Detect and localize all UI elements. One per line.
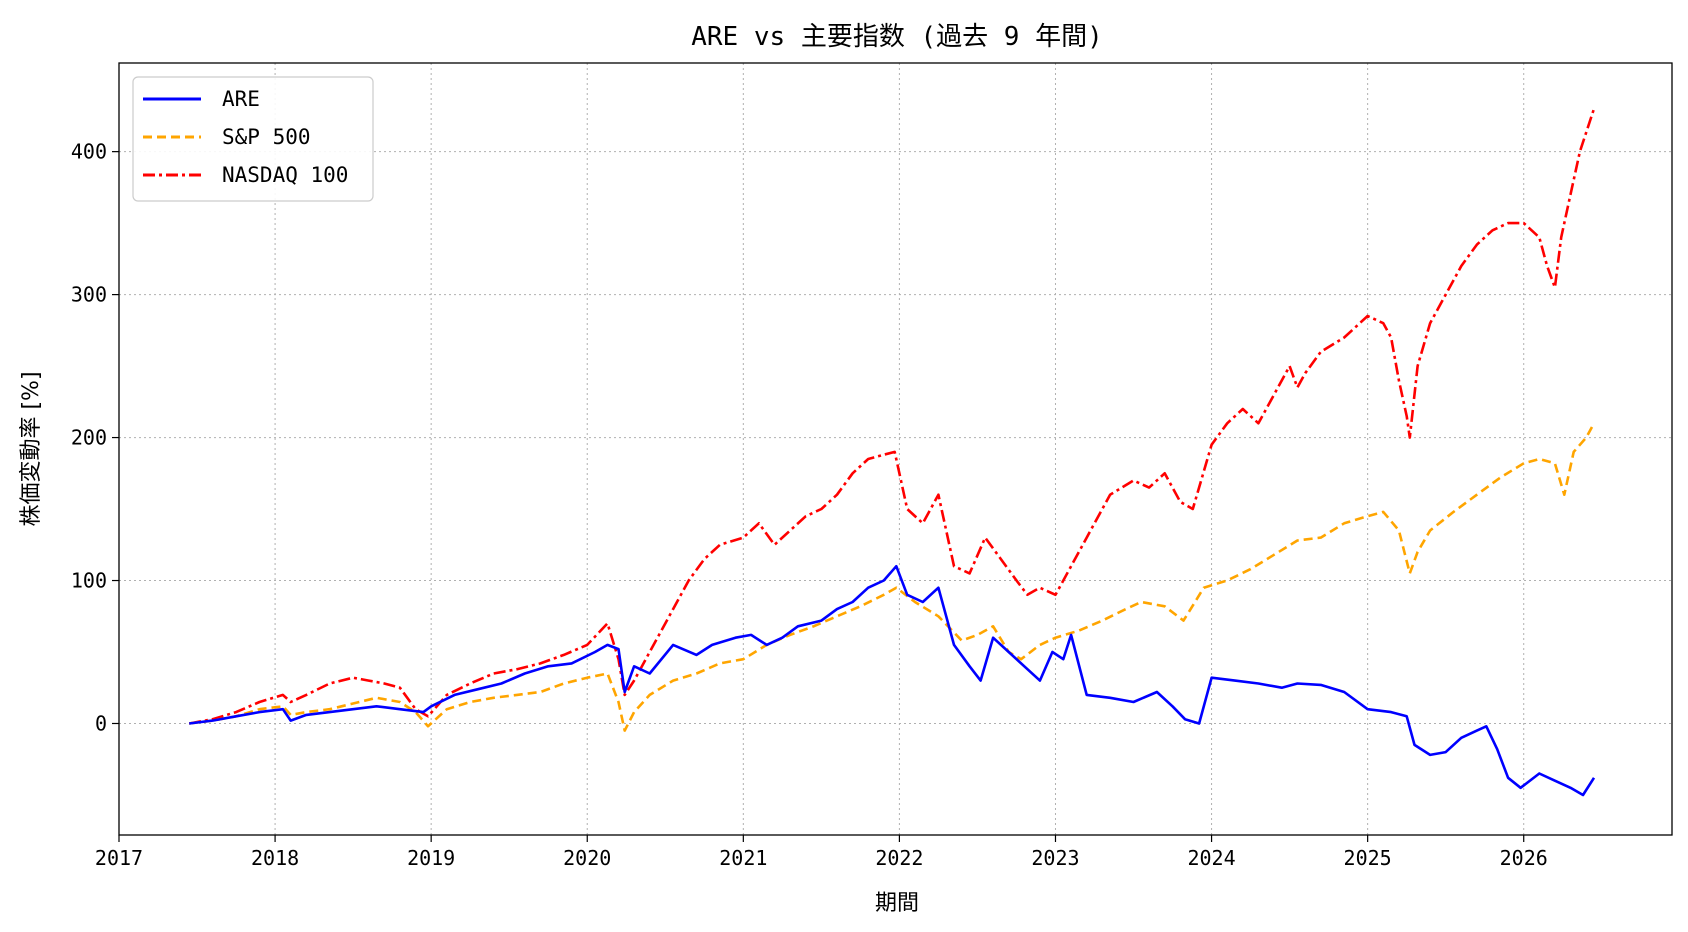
legend-label-are: ARE bbox=[222, 87, 260, 111]
y-tick-label: 200 bbox=[71, 426, 107, 450]
x-tick-label: 2018 bbox=[251, 846, 299, 870]
y-axis-label: 株価変動率 [%] bbox=[19, 371, 44, 526]
x-tick-label: 2024 bbox=[1187, 846, 1235, 870]
plot-area-frame bbox=[118, 62, 1673, 836]
legend-label-sp500: S&P 500 bbox=[222, 125, 311, 149]
y-axis: 0 100 200 300 400 bbox=[71, 140, 119, 735]
chart-title: ARE vs 主要指数 (過去 9 年間) bbox=[691, 22, 1103, 52]
x-tick-label: 2026 bbox=[1500, 846, 1548, 870]
series-layer bbox=[188, 108, 1596, 797]
x-tick-label: 2022 bbox=[875, 846, 923, 870]
series-line-nasdaq100 bbox=[188, 108, 1596, 725]
y-tick-label: 100 bbox=[71, 569, 107, 593]
y-tick-label: 300 bbox=[71, 283, 107, 307]
legend-box bbox=[132, 76, 374, 202]
series-line-sp500 bbox=[189, 422, 1596, 732]
x-axis-label: 期間 bbox=[875, 891, 919, 916]
x-tick-label: 2020 bbox=[563, 846, 611, 870]
legend: ARE S&P 500 NASDAQ 100 bbox=[132, 76, 374, 202]
x-axis: 2017 2018 2019 2020 2021 2022 2023 2024 2025 2026 bbox=[95, 835, 1548, 870]
legend-label-nasdaq100: NASDAQ 100 bbox=[222, 163, 348, 187]
x-tick-label: 2017 bbox=[95, 846, 143, 870]
y-tick-label: 400 bbox=[71, 140, 107, 164]
series-line-are bbox=[189, 564, 1596, 797]
x-tick-label: 2019 bbox=[407, 846, 455, 870]
x-tick-label: 2023 bbox=[1031, 846, 1079, 870]
x-tick-label: 2021 bbox=[719, 846, 767, 870]
x-tick-label: 2025 bbox=[1344, 846, 1392, 870]
y-tick-label: 0 bbox=[95, 711, 107, 735]
